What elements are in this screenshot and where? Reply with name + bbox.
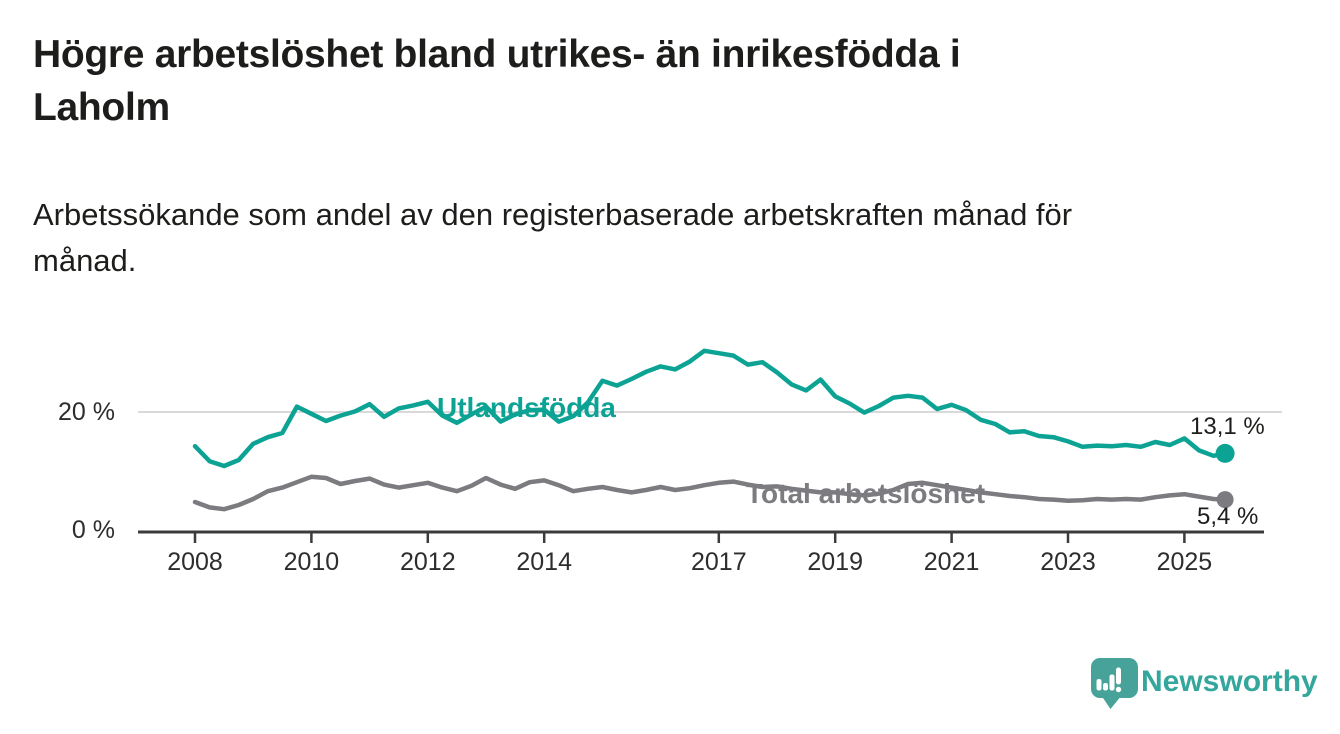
x-tick-label-2019: 2019 [807, 548, 863, 576]
logo-bar-2 [1103, 683, 1108, 691]
logo-exclamation-bar [1116, 667, 1121, 685]
series-label-total: Total arbetslöshet [746, 478, 985, 509]
logo-bar-1 [1096, 679, 1102, 691]
x-tick-label-2012: 2012 [400, 548, 456, 576]
page-title-line-1: Högre arbetslöshet bland utrikes- än inr… [33, 33, 961, 76]
x-axis-ticks: 2008 2010 2012 2014 2017 2019 2021 2023 2025 [167, 532, 1212, 576]
y-tick-label-0: 0 % [72, 516, 115, 544]
end-dot-utlandsfodda [1215, 443, 1235, 463]
x-tick-label-2010: 2010 [284, 548, 340, 576]
end-dot-total [1216, 491, 1234, 509]
page-subtitle-line-1: Arbetssökande som andel av den registerb… [33, 197, 1073, 232]
line-utlandsfodda [192, 348, 1228, 469]
x-tick-label-2017: 2017 [691, 548, 747, 576]
x-tick-label-2008: 2008 [167, 548, 223, 576]
page-title-line-2: Laholm [33, 86, 170, 129]
series-label-utlandsfodda: Utlandsfödda [437, 392, 616, 423]
logo-bar-chart-icon [1096, 667, 1122, 693]
x-tick-label-2023: 2023 [1040, 548, 1096, 576]
page-subtitle: Arbetssökande som andel av den registerb… [33, 192, 1253, 284]
newsworthy-logo: Newsworthy [1091, 658, 1318, 709]
page-subtitle-line-2: månad. [33, 243, 137, 278]
x-tick-label-2021: 2021 [924, 548, 980, 576]
value-label-total: 5,4 % [1197, 503, 1258, 530]
page-title: Högre arbetslöshet bland utrikes- än inr… [33, 28, 1233, 134]
x-tick-label-2025: 2025 [1157, 548, 1213, 576]
brand-name: Newsworthy [1141, 665, 1318, 698]
x-tick-label-2014: 2014 [516, 548, 572, 576]
logo-exclamation-dot [1115, 686, 1122, 693]
y-tick-label-20: 20 % [58, 398, 115, 426]
value-label-utlandsfodda: 13,1 % [1190, 413, 1265, 440]
logo-bar-3 [1109, 674, 1115, 691]
newsworthy-speech-bubble-icon [1091, 658, 1138, 709]
line-total [192, 474, 1228, 512]
